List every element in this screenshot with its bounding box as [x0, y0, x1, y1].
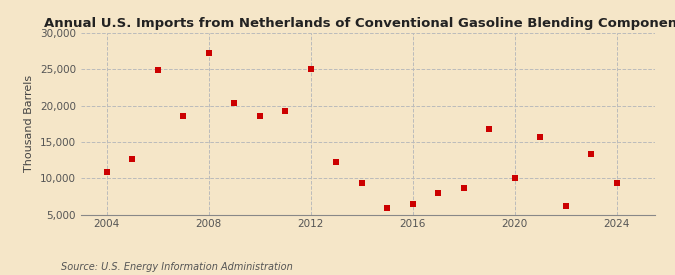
Point	[611, 181, 622, 185]
Point	[305, 67, 316, 72]
Point	[586, 151, 597, 156]
Point	[152, 68, 163, 72]
Point	[458, 185, 469, 190]
Point	[203, 50, 214, 55]
Point	[279, 108, 290, 113]
Y-axis label: Thousand Barrels: Thousand Barrels	[24, 75, 34, 172]
Point	[535, 135, 545, 139]
Point	[229, 101, 240, 106]
Point	[331, 159, 342, 164]
Point	[560, 204, 571, 208]
Point	[178, 114, 188, 118]
Point	[483, 126, 494, 131]
Point	[381, 206, 392, 210]
Point	[356, 180, 367, 185]
Text: Source: U.S. Energy Information Administration: Source: U.S. Energy Information Administ…	[61, 262, 292, 272]
Point	[509, 176, 520, 180]
Point	[254, 114, 265, 119]
Title: Annual U.S. Imports from Netherlands of Conventional Gasoline Blending Component: Annual U.S. Imports from Netherlands of …	[45, 17, 675, 31]
Point	[407, 202, 418, 207]
Point	[127, 156, 138, 161]
Point	[433, 191, 443, 195]
Point	[101, 170, 112, 175]
